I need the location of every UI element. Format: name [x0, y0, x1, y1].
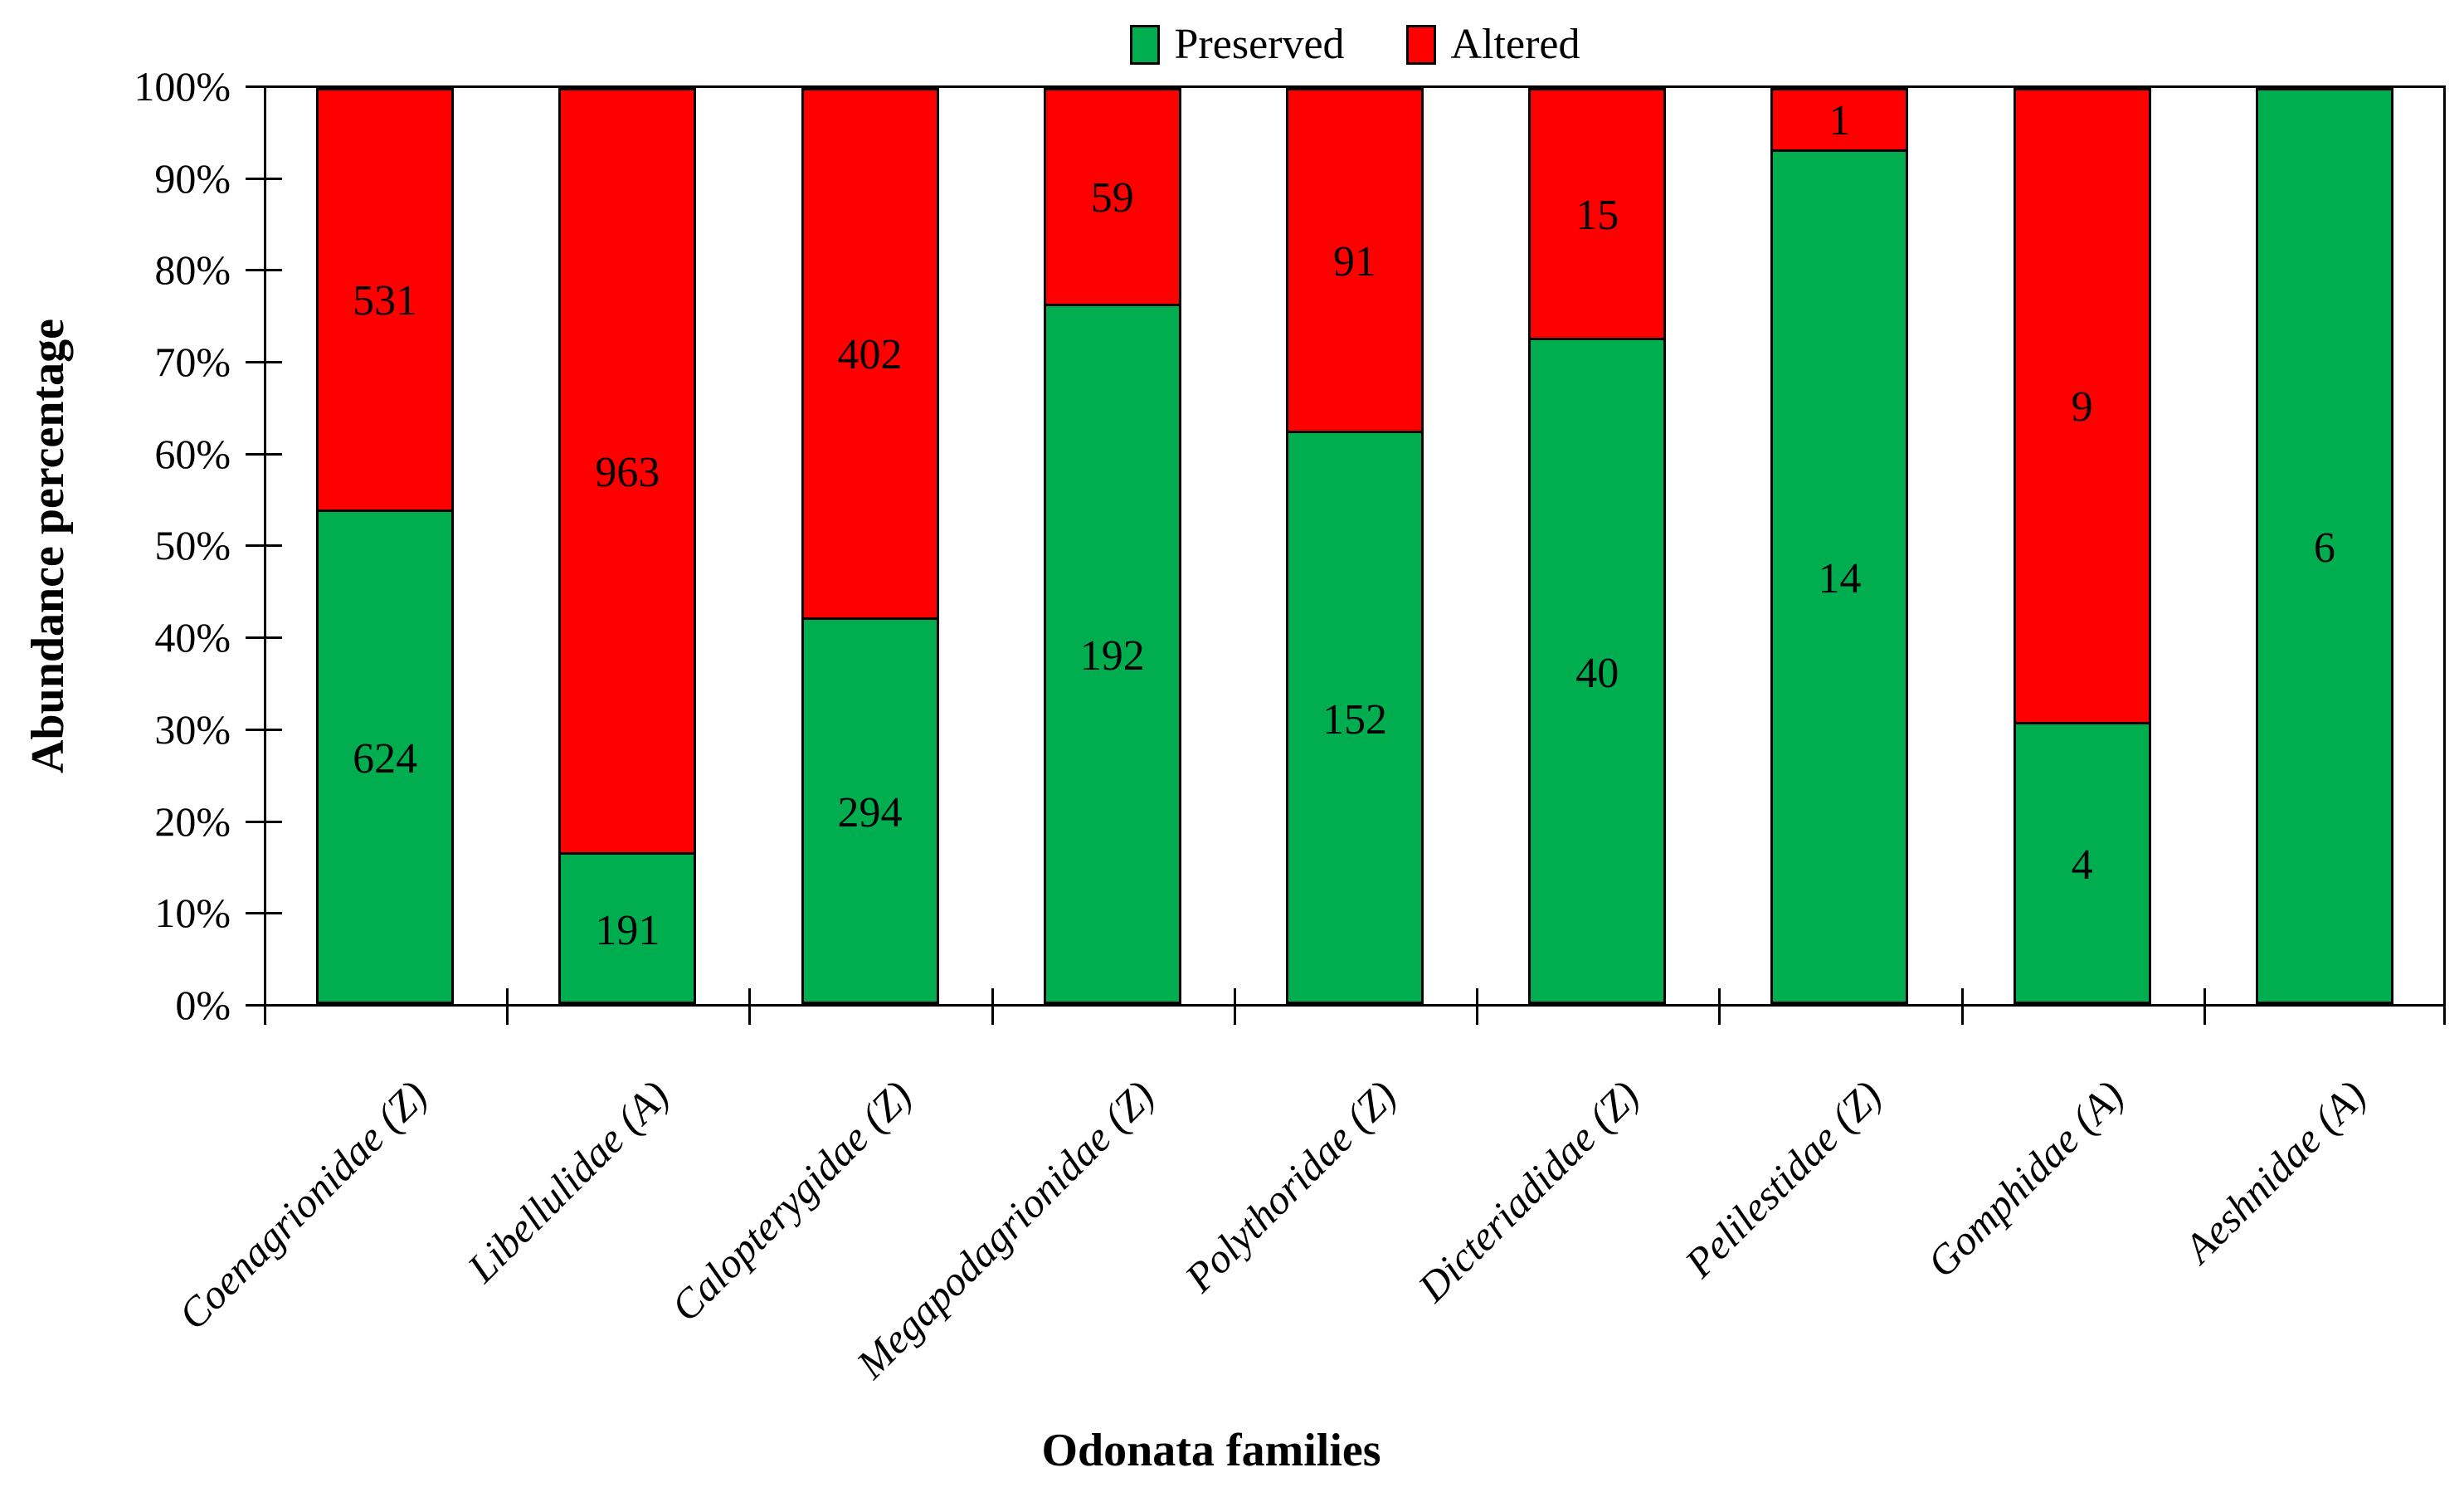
value-label-preserved: 294	[837, 789, 903, 836]
x-category-label-dicteriadidae-z: Dicteriadidae (Z)	[1409, 1071, 1648, 1311]
x-axis-tick	[1718, 988, 1721, 1025]
y-axis-tick	[246, 912, 282, 914]
x-axis-tick	[506, 988, 509, 1025]
legend-label-preserved: Preserved	[1174, 21, 1345, 68]
plot-area: 531 624 963 191 402 294 59 192 91 152 15 40 1 14 9 4 6	[264, 85, 2446, 1007]
x-category-label-coenagrionidae-z: Coenagrionidae (Z)	[168, 1071, 436, 1338]
x-axis-tick	[1234, 988, 1236, 1025]
y-tick-label-0: 0%	[175, 982, 231, 1028]
y-tick-label-70: 70%	[154, 339, 231, 385]
x-axis-tick	[1476, 988, 1478, 1025]
legend-color-swatch-altered	[1405, 25, 1436, 65]
x-category-label-aeshnidae-a: Aeshnidae (A)	[2174, 1071, 2375, 1272]
legend-label-altered: Altered	[1450, 21, 1580, 68]
bar-polythoridae-z: 91 152	[1286, 88, 1424, 1004]
bar-coenagrionidae-z: 531 624	[316, 88, 455, 1004]
x-axis-tick	[264, 988, 266, 1025]
x-axis-tick	[748, 988, 751, 1025]
y-axis-tick	[246, 361, 282, 363]
y-tick-label-90: 90%	[154, 155, 231, 202]
x-category-label-calopterygidae-z: Calopterygidae (Z)	[661, 1071, 921, 1330]
legend-item-preserved: Preserved	[1129, 21, 1345, 68]
bar-segment-altered	[319, 90, 452, 512]
y-tick-label-20: 20%	[154, 798, 231, 845]
y-axis-tick	[246, 821, 282, 823]
y-axis-tick	[246, 269, 282, 271]
y-tick-label-30: 30%	[154, 706, 231, 753]
y-axis-tick	[246, 636, 282, 639]
value-label-preserved: 191	[595, 906, 660, 954]
x-axis-tick	[2203, 988, 2206, 1025]
x-axis-tick	[1961, 988, 1964, 1025]
bar-segment-altered	[1045, 90, 1179, 306]
x-axis-tick	[991, 988, 994, 1025]
value-label-altered: 15	[1575, 191, 1619, 239]
x-category-label-pelilestidae-z: Pelilestidae (Z)	[1675, 1071, 1891, 1286]
value-label-preserved: 40	[1575, 649, 1619, 697]
bar-segment-altered	[803, 90, 937, 620]
value-label-preserved: 624	[353, 735, 418, 783]
bar-dicteriadidae-z: 15 40	[1528, 88, 1667, 1004]
legend: Preserved Altered	[264, 23, 2446, 66]
bar-megapodagrionidae-z: 59 192	[1043, 88, 1181, 1004]
y-tick-label-10: 10%	[154, 890, 231, 936]
value-label-altered: 531	[353, 277, 418, 324]
value-label-preserved: 192	[1079, 632, 1145, 680]
y-axis-tick	[246, 178, 282, 180]
bar-pelilestidae-z: 1 14	[1770, 88, 1909, 1004]
y-axis-tick	[246, 453, 282, 456]
value-label-altered: 402	[837, 331, 903, 378]
value-label-preserved: 14	[1818, 555, 1862, 602]
y-tick-label-80: 80%	[154, 246, 231, 293]
bar-segment-altered	[1531, 90, 1664, 340]
y-axis-tick	[246, 85, 282, 88]
bar-libellulidae-a: 963 191	[558, 88, 697, 1004]
y-tick-label-40: 40%	[154, 614, 231, 661]
bar-calopterygidae-z: 402 294	[801, 88, 939, 1004]
y-tick-label-50: 50%	[154, 522, 231, 568]
bar-segment-altered	[1773, 90, 1906, 152]
value-label-altered: 91	[1333, 237, 1376, 285]
y-tick-label-100: 100%	[134, 63, 231, 110]
bar-segment-altered	[561, 90, 694, 855]
x-axis-tick	[2443, 988, 2446, 1025]
x-category-label-gomphidae-a: Gomphidae (A)	[1918, 1071, 2133, 1286]
value-label-preserved: 6	[2313, 524, 2335, 572]
bar-segment-altered	[1288, 90, 1421, 433]
x-axis-title: Odonata families	[1041, 1425, 1381, 1476]
bar-segment-altered	[2015, 90, 2149, 724]
x-category-label-libellulidae-a: Libellulidae (A)	[458, 1071, 679, 1291]
value-label-preserved: 4	[2071, 841, 2093, 889]
legend-item-altered: Altered	[1405, 21, 1580, 68]
value-label-altered: 1	[1829, 97, 1851, 144]
value-label-altered: 9	[2071, 383, 2093, 431]
bar-aeshnidae-a: 6	[2255, 88, 2393, 1004]
value-label-altered: 59	[1090, 174, 1134, 222]
y-tick-label-60: 60%	[154, 431, 231, 477]
legend-color-swatch-preserved	[1129, 25, 1160, 65]
value-label-preserved: 152	[1322, 695, 1387, 744]
x-category-label-polythoridae-z: Polythoridae (Z)	[1176, 1071, 1405, 1301]
y-axis-tick	[246, 544, 282, 547]
y-axis-tick	[246, 729, 282, 731]
value-label-altered: 963	[595, 448, 660, 496]
